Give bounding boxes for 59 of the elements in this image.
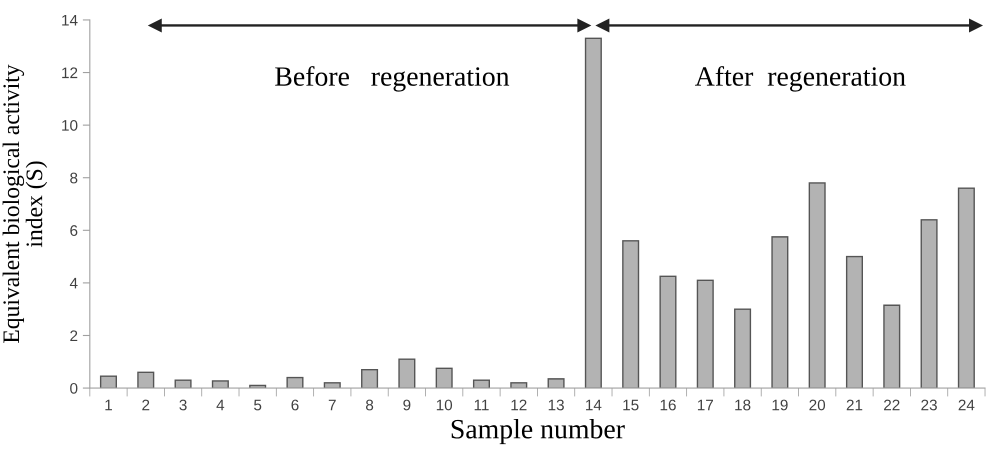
x-tick-label: 19 <box>772 400 788 410</box>
x-tick-label: 14 <box>586 400 602 410</box>
bar <box>659 276 676 388</box>
bar <box>846 256 864 388</box>
bar <box>808 182 826 388</box>
bar <box>361 368 378 388</box>
x-tick-label: 21 <box>846 400 862 410</box>
bar <box>771 236 788 388</box>
bar <box>174 379 192 388</box>
bar <box>398 358 416 388</box>
annotation: Before regeneration <box>275 66 510 92</box>
x-tick-label: 10 <box>436 400 452 410</box>
x-tick-label: 11 <box>474 400 489 410</box>
bar <box>548 378 565 388</box>
x-tick-label: 24 <box>958 400 974 410</box>
y-tick-label: 8 <box>70 172 78 184</box>
x-tick-label: 23 <box>921 400 937 410</box>
x-tick-label: 6 <box>292 400 299 410</box>
bar <box>584 38 602 388</box>
bar <box>436 368 453 388</box>
bar <box>100 376 117 388</box>
x-tick-label: 1 <box>105 400 112 410</box>
x-tick-label: 16 <box>660 400 676 410</box>
x-tick-label: 8 <box>366 400 374 410</box>
x-axis-title: Sample number <box>452 418 625 444</box>
bar <box>472 379 490 388</box>
x-tick-label: 20 <box>809 400 826 410</box>
bar <box>286 376 304 388</box>
y-axis-title: Equivalent biological activity index (S) <box>2 64 48 343</box>
y-tick-label: 6 <box>70 225 78 236</box>
bar <box>883 304 900 388</box>
bar <box>510 382 528 388</box>
x-tick-label: 5 <box>254 400 262 410</box>
x-tick-label: 15 <box>623 400 639 410</box>
y-tick-label: 10 <box>62 120 78 131</box>
y-tick-label: 12 <box>62 67 78 78</box>
bar <box>920 219 938 388</box>
bar <box>622 240 640 388</box>
bar <box>696 280 714 388</box>
y-tick-label: 0 <box>70 382 78 394</box>
x-tick-label: 7 <box>328 400 336 410</box>
y-tick-label: 14 <box>62 14 78 26</box>
x-tick-label: 13 <box>548 400 564 410</box>
x-tick-label: 4 <box>216 400 224 410</box>
x-tick-label: 9 <box>403 400 410 410</box>
x-tick-label: 22 <box>884 400 900 410</box>
bar <box>958 188 975 388</box>
bar <box>137 372 154 388</box>
bar <box>324 382 341 388</box>
x-tick-label: 18 <box>735 400 750 410</box>
y-tick-label: 2 <box>70 330 78 342</box>
y-tick-label: 4 <box>70 278 78 288</box>
x-tick-label: 12 <box>511 400 527 410</box>
bar <box>734 308 752 388</box>
bar <box>212 380 229 388</box>
annotation: After regeneration <box>695 66 906 92</box>
x-tick-label: 3 <box>179 400 187 410</box>
x-tick-label: 2 <box>142 400 150 410</box>
x-tick-label: 17 <box>698 400 714 410</box>
